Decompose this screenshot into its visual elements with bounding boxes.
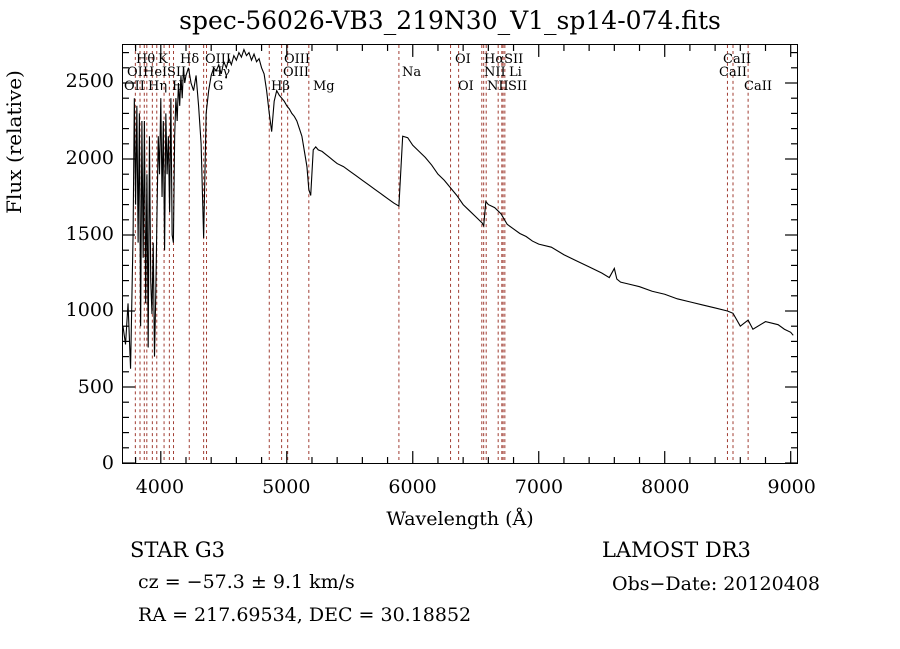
spectral-line-label: OI [127, 65, 143, 80]
spectral-line-label: K [158, 52, 168, 67]
object-class: STAR G3 [130, 538, 226, 562]
spectral-line-label: OIII [284, 52, 311, 67]
x-tick-label: 5000 [262, 476, 311, 498]
flux-curve [123, 47, 794, 369]
spectral-line-label: OIII [283, 65, 310, 80]
spectral-line-label: SII [167, 65, 187, 80]
y-tick-label: 500 [77, 375, 114, 398]
x-tick-label: 9000 [767, 476, 816, 498]
coordinates: RA = 217.69534, DEC = 30.18852 [138, 604, 472, 626]
x-tick-label: 4000 [135, 476, 185, 498]
spectral-line-label: Hη [148, 79, 168, 94]
spectral-line-label: Hγ [211, 65, 231, 80]
x-tick-label: 7000 [514, 476, 564, 498]
spectrum-canvas [123, 45, 797, 463]
y-tick-label: 0 [101, 452, 114, 474]
spectral-line-label: CaII [744, 79, 772, 94]
spectral-line-label: CaII [723, 52, 751, 67]
emission-line-markers [134, 45, 749, 463]
spectral-line-label: OIII [205, 52, 232, 67]
plot-area [122, 44, 798, 464]
x-tick-label: 8000 [641, 476, 690, 498]
survey-name: LAMOST DR3 [602, 538, 751, 562]
spectral-line-label: Hδ [180, 52, 200, 67]
spectral-line-label: G [213, 79, 224, 94]
observation-date: Obs−Date: 20120408 [612, 573, 820, 595]
spectral-line-label: HeI [143, 65, 168, 80]
spectral-line-label: NII [484, 65, 506, 80]
spectral-line-label: CaII [719, 65, 747, 80]
redshift-velocity: cz = −57.3 ± 9.1 km/s [138, 571, 355, 593]
spectral-line-label: Na [402, 65, 422, 80]
y-tick-label: 1000 [65, 299, 114, 322]
spectral-line-label: OI [455, 52, 471, 67]
spectral-line-label: HαSII [484, 52, 524, 67]
spectral-line-label: Mg [313, 79, 335, 94]
y-tick-label: 2000 [65, 146, 114, 169]
spectral-line-label: NII [487, 79, 509, 94]
spectral-line-label: OI [458, 79, 474, 94]
spectral-line-label: Li [509, 65, 522, 80]
x-axis-label: Wavelength (Å) [386, 508, 534, 530]
y-tick-label: 2500 [65, 70, 114, 93]
spectral-line-label: OII [124, 79, 145, 94]
y-tick-label: 1500 [65, 222, 114, 245]
page-title: spec-56026-VB3_219N30_V1_sp14-074.fits [179, 6, 721, 35]
spectral-line-label: SII [508, 79, 528, 94]
x-tick-label: 6000 [388, 476, 437, 498]
spectral-line-label: Hβ [271, 79, 290, 94]
spectral-line-label: H [172, 79, 184, 94]
axis-tick-marks [123, 45, 797, 463]
spectral-line-label: Hθ [136, 52, 156, 67]
